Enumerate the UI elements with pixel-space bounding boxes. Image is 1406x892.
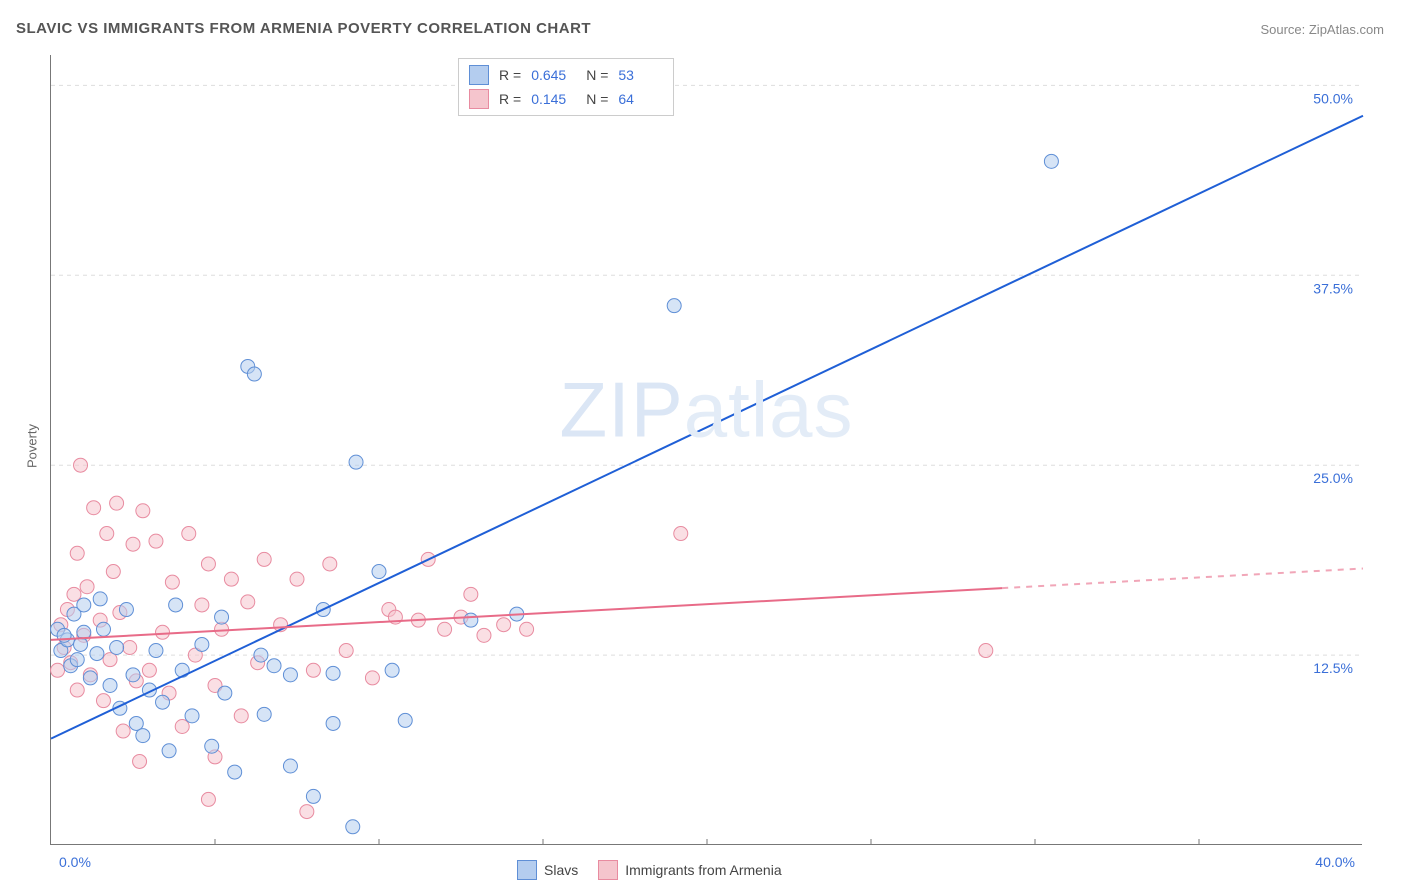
svg-text:12.5%: 12.5% <box>1313 660 1353 676</box>
correlation-legend: R = 0.645 N = 53 R = 0.145 N = 64 <box>458 58 674 116</box>
svg-text:0.0%: 0.0% <box>59 854 91 870</box>
swatch-slavs-bottom <box>517 860 537 880</box>
legend-label-armenia: Immigrants from Armenia <box>625 862 781 878</box>
y-axis-label: Poverty <box>25 424 40 468</box>
series-legend: Slavs Immigrants from Armenia <box>517 860 782 880</box>
n-label: N = <box>586 91 608 107</box>
chart-title: SLAVIC VS IMMIGRANTS FROM ARMENIA POVERT… <box>16 20 591 37</box>
legend-label-slavs: Slavs <box>544 862 578 878</box>
swatch-armenia <box>469 89 489 109</box>
svg-text:25.0%: 25.0% <box>1313 470 1353 486</box>
legend-row-armenia: R = 0.145 N = 64 <box>469 87 663 111</box>
r-label: R = <box>499 67 521 83</box>
legend-item-slavs: Slavs <box>517 860 578 880</box>
svg-text:37.5%: 37.5% <box>1313 280 1353 296</box>
chart-container: SLAVIC VS IMMIGRANTS FROM ARMENIA POVERT… <box>0 0 1406 892</box>
r-label: R = <box>499 91 521 107</box>
legend-row-slavs: R = 0.645 N = 53 <box>469 63 663 87</box>
r-value-slavs: 0.645 <box>531 67 576 83</box>
swatch-armenia-bottom <box>598 860 618 880</box>
swatch-slavs <box>469 65 489 85</box>
svg-text:40.0%: 40.0% <box>1315 854 1355 870</box>
plot-svg: 12.5%25.0%37.5%50.0%0.0%40.0% <box>51 55 1363 845</box>
n-label: N = <box>586 67 608 83</box>
svg-text:50.0%: 50.0% <box>1313 90 1353 106</box>
plot-area: 12.5%25.0%37.5%50.0%0.0%40.0% ZIPatlas <box>50 55 1362 845</box>
r-value-armenia: 0.145 <box>531 91 576 107</box>
n-value-slavs: 53 <box>618 67 663 83</box>
n-value-armenia: 64 <box>618 91 663 107</box>
legend-item-armenia: Immigrants from Armenia <box>598 860 781 880</box>
source-attribution: Source: ZipAtlas.com <box>1260 22 1384 37</box>
